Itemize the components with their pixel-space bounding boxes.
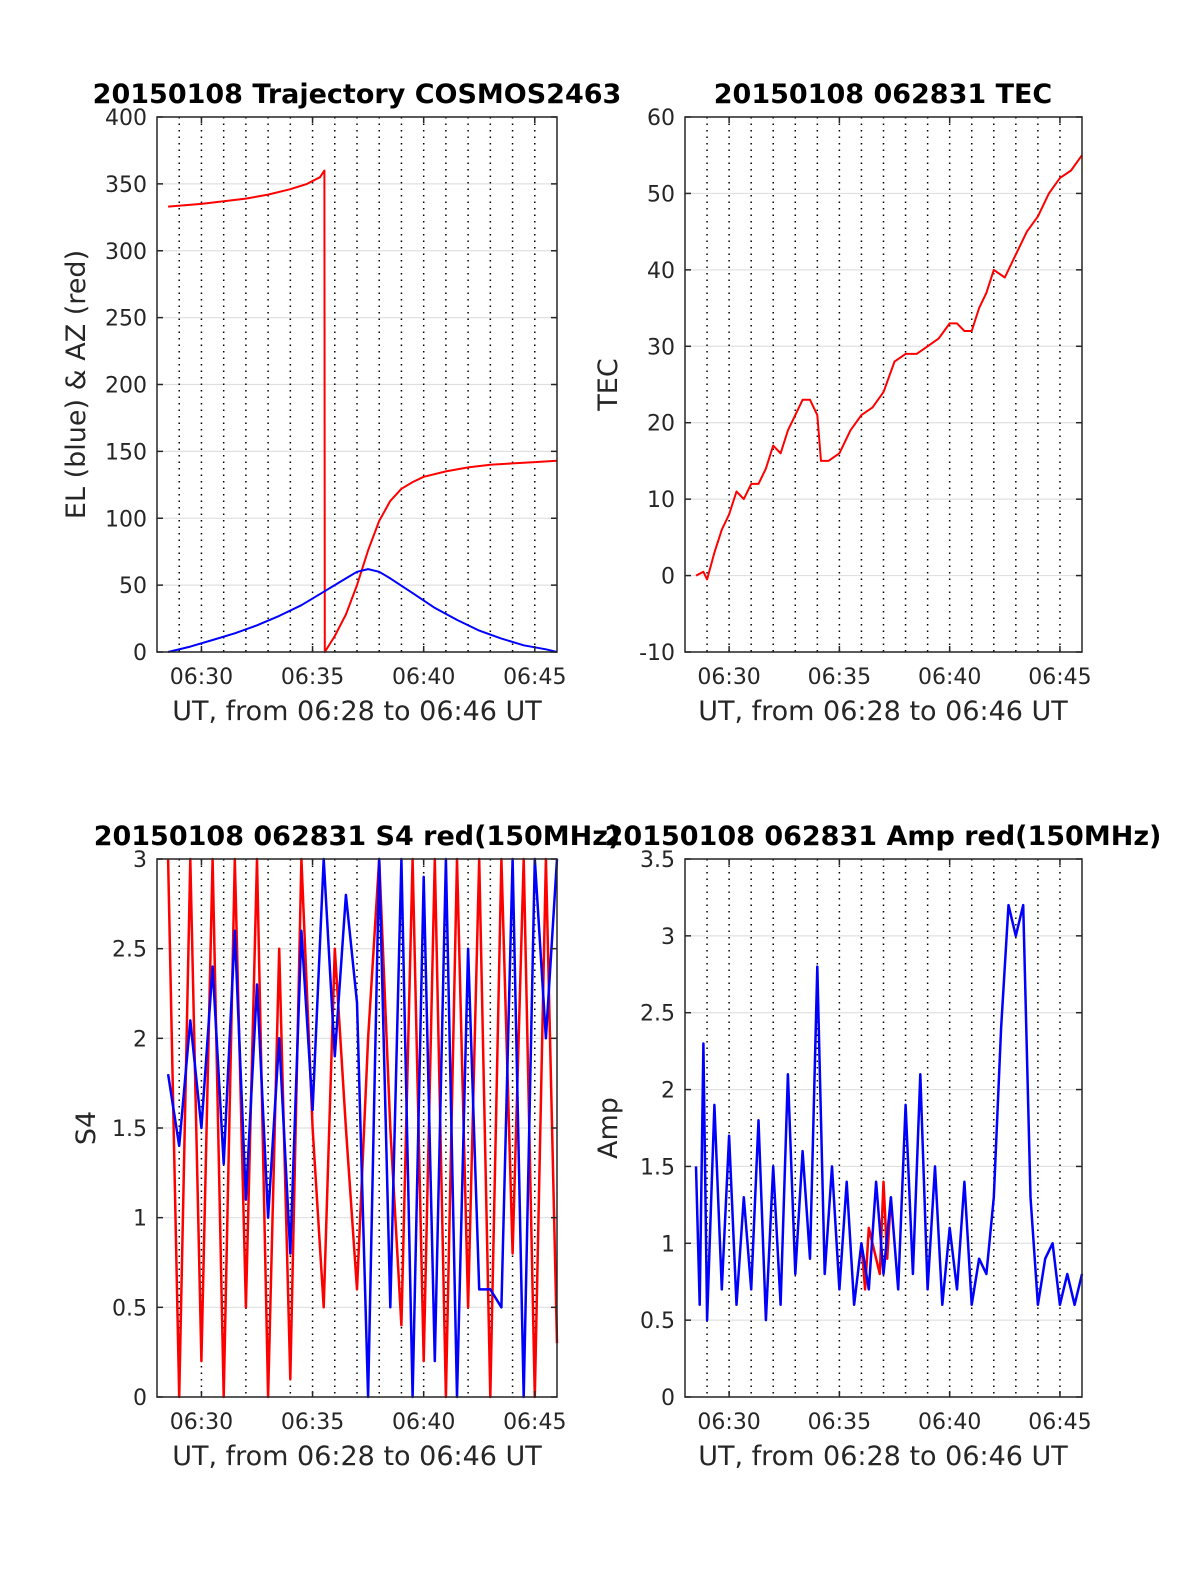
trajectory-ytick-label-7: 350 (105, 173, 147, 198)
s4-ytick-label-2: 1 (133, 1207, 147, 1232)
tec-xlabel: UT, from 06:28 to 06:46 UT (698, 696, 1068, 727)
s4-ytick-label-5: 2.5 (112, 938, 147, 963)
trajectory-ytick-label-6: 300 (105, 240, 147, 265)
tec-ytick-label-0: -10 (639, 641, 675, 666)
tec-ytick-label-7: 60 (647, 106, 675, 131)
s4-ytick-label-0: 0 (133, 1386, 147, 1411)
s4-xtick-label-1: 06:35 (281, 1410, 344, 1435)
amp-ytick-label-2: 1 (661, 1232, 675, 1257)
amp-plot-area (685, 859, 1082, 1397)
s4-xtick-label-0: 06:30 (170, 1410, 233, 1435)
trajectory-series-1 (167, 568, 558, 653)
amp-series-0 (860, 1180, 893, 1291)
s4-title: 20150108 062831 S4 red(150MHz) (94, 821, 621, 852)
tec-title: 20150108 062831 TEC (714, 79, 1053, 110)
amp-ytick-label-5: 2.5 (640, 1002, 675, 1027)
tec-ytick-label-1: 0 (661, 565, 675, 590)
amp-ytick-label-3: 1.5 (640, 1155, 675, 1180)
tec-ytick-label-3: 20 (647, 412, 675, 437)
amp-xlabel: UT, from 06:28 to 06:46 UT (698, 1441, 1068, 1472)
trajectory-ytick-label-1: 50 (119, 574, 147, 599)
tec-ytick-label-6: 50 (647, 182, 675, 207)
s4-xtick-label-3: 06:45 (503, 1410, 566, 1435)
amp-ytick-label-1: 0.5 (640, 1309, 675, 1334)
tec-panel: -10 0 10 20 30 40 50 60 06:30 06:35 06:40 06:45 2015… (593, 79, 1092, 727)
amp-ytick-label-7: 3.5 (640, 848, 675, 873)
trajectory-ytick-label-8: 400 (105, 106, 147, 131)
amp-ytick-label-6: 3 (661, 925, 675, 950)
s4-series-1 (166, 857, 559, 1399)
amp-xtick-label-0: 06:30 (697, 1410, 760, 1435)
s4-ylabel: S4 (71, 1111, 102, 1145)
tec-series-0 (695, 154, 1083, 581)
tec-ytick-label-5: 40 (647, 259, 675, 284)
tec-ytick-label-2: 10 (647, 488, 675, 513)
s4-ytick-label-3: 1.5 (112, 1117, 147, 1142)
amp-xtick-label-1: 06:35 (808, 1410, 871, 1435)
trajectory-panel: 0 50 100 150 200 250 300 350 400 06:30 06:35 06:40 0… (61, 79, 621, 727)
s4-xlabel: UT, from 06:28 to 06:46 UT (172, 1441, 542, 1472)
trajectory-xtick-label-3: 06:45 (503, 665, 566, 690)
s4-ytick-label-4: 2 (133, 1027, 147, 1052)
tec-ylabel: TEC (593, 358, 624, 411)
tec-xtick-label-1: 06:35 (808, 665, 871, 690)
trajectory-ytick-label-5: 250 (105, 307, 147, 332)
tec-xtick-label-2: 06:40 (918, 665, 981, 690)
trajectory-series-0 (168, 169, 558, 653)
trajectory-xtick-label-2: 06:40 (392, 665, 455, 690)
trajectory-xtick-label-0: 06:30 (170, 665, 233, 690)
trajectory-xtick-label-1: 06:35 (281, 665, 344, 690)
amp-panel: 0 0.5 1 1.5 2 2.5 3 3.5 06:30 06:35 06:40 06:45 2015… (593, 821, 1161, 1472)
tec-xtick-label-3: 06:45 (1028, 665, 1091, 690)
amp-xtick-label-3: 06:45 (1028, 1410, 1091, 1435)
trajectory-ytick-label-0: 0 (133, 641, 147, 666)
tec-ytick-label-4: 30 (647, 335, 675, 360)
s4-ytick-label-6: 3 (133, 848, 147, 873)
tec-xtick-label-0: 06:30 (697, 665, 760, 690)
trajectory-title: 20150108 Trajectory COSMOS2463 (93, 79, 622, 110)
amp-ylabel: Amp (593, 1097, 624, 1159)
tec-axes-box (684, 116, 1083, 653)
amp-axes-box (684, 858, 1083, 1398)
amp-ytick-label-0: 0 (661, 1386, 675, 1411)
trajectory-xlabel: UT, from 06:28 to 06:46 UT (172, 696, 542, 727)
s4-panel: 0 0.5 1 1.5 2 2.5 3 06:30 06:35 06:40 06:45 2015010… (71, 821, 620, 1472)
s4-xtick-label-2: 06:40 (392, 1410, 455, 1435)
amp-title: 20150108 062831 Amp red(150MHz) (605, 821, 1162, 852)
s4-ytick-label-1: 0.5 (112, 1296, 147, 1321)
trajectory-ytick-label-3: 150 (105, 440, 147, 465)
amp-series-1 (694, 903, 1084, 1322)
trajectory-ytick-label-4: 200 (105, 374, 147, 399)
trajectory-ylabel: EL (blue) & AZ (red) (61, 250, 92, 519)
trajectory-ytick-label-2: 100 (105, 507, 147, 532)
amp-xtick-label-2: 06:40 (918, 1410, 981, 1435)
amp-ytick-label-4: 2 (661, 1079, 675, 1104)
